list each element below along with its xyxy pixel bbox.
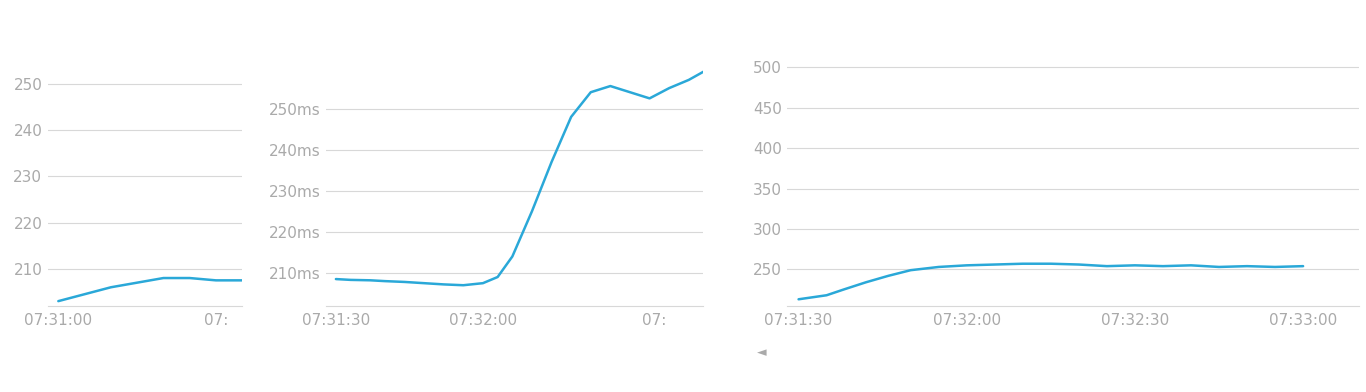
Text: ◄: ◄	[757, 346, 766, 359]
